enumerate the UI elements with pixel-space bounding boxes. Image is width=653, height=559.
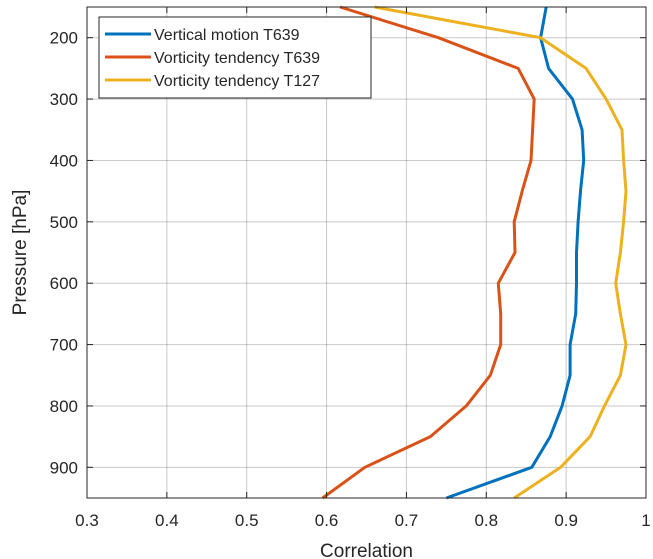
y-tick-label: 800 [50, 397, 78, 416]
series-line-3 [374, 5, 628, 500]
y-axis-label: Pressure [hPa] [10, 190, 31, 316]
x-tick-label: 0.3 [75, 511, 99, 530]
x-axis-ticks: 0.3 0.4 0.5 0.6 0.7 0.8 0.9 1 [75, 7, 651, 530]
legend: Vertical motion T639 Vorticity tendency T… [98, 16, 372, 99]
legend-label: Vertical motion T639 [154, 27, 300, 44]
y-tick-label: 700 [50, 336, 78, 355]
y-tick-label: 500 [50, 213, 78, 232]
x-tick-label: 0.9 [554, 511, 578, 530]
y-tick-label: 300 [50, 90, 78, 109]
x-tick-label: 0.4 [155, 511, 179, 530]
plot-frame [86, 6, 647, 499]
y-axis-ticks: 200 300 400 500 600 700 800 900 [50, 29, 646, 477]
series-line-2 [321, 5, 536, 500]
legend-label: Vorticity tendency T127 [154, 73, 320, 90]
x-tick-label: 0.5 [235, 511, 259, 530]
x-tick-label: 0.8 [474, 511, 498, 530]
series-line-1 [445, 6, 586, 500]
series-lines [321, 5, 628, 500]
x-tick-label: 0.6 [315, 511, 339, 530]
legend-label: Vorticity tendency T639 [154, 50, 320, 67]
x-tick-label: 1 [641, 511, 650, 530]
y-tick-label: 200 [50, 29, 78, 48]
x-axis-label: Correlation [320, 541, 413, 559]
y-tick-label: 600 [50, 274, 78, 293]
y-tick-label: 900 [50, 458, 78, 477]
x-tick-label: 0.7 [395, 511, 419, 530]
y-tick-label: 400 [50, 151, 78, 170]
